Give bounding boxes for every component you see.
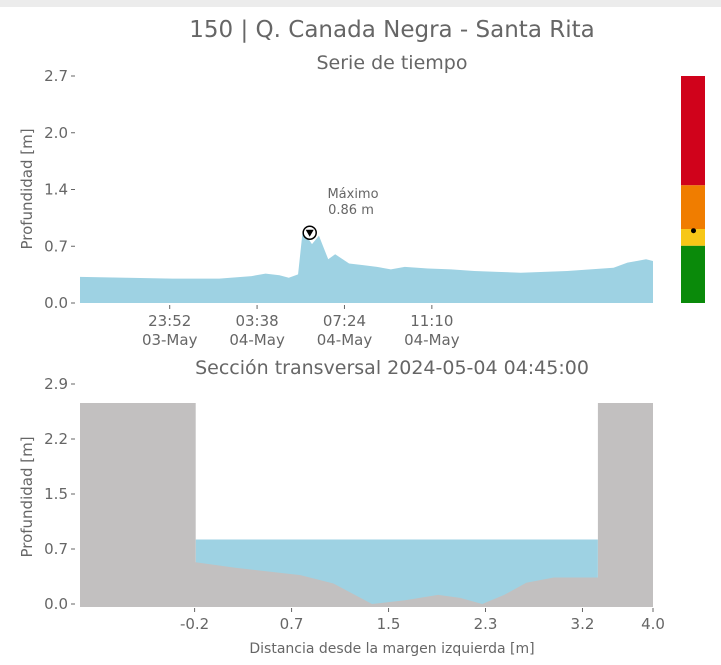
x-tick-label: -0.2	[180, 615, 209, 633]
level-band-yellow	[681, 229, 705, 246]
cross-section-title: Sección transversal 2024-05-04 04:45:00	[195, 357, 589, 379]
time-series-y-ticks: 0.0 0.7 1.4 2.0 2.7	[44, 67, 75, 312]
x-tick-time: 03:38	[235, 312, 278, 330]
y-tick-label: 2.7	[44, 67, 68, 85]
x-tick-label: 3.2	[571, 615, 595, 633]
x-tick-time: 23:52	[148, 312, 191, 330]
x-tick-label: 1.5	[377, 615, 401, 633]
y-tick-label: 0.0	[44, 595, 68, 613]
time-series-title: Serie de tiempo	[317, 52, 468, 74]
max-value: 0.86 m	[328, 203, 374, 218]
x-tick-time: 07:24	[323, 312, 366, 330]
x-tick-date: 04-May	[404, 331, 460, 349]
y-tick-label: 2.0	[44, 124, 68, 142]
x-tick-label: 4.0	[641, 615, 665, 633]
level-band-orange	[681, 185, 705, 230]
max-marker-triangle-icon	[305, 229, 314, 237]
y-tick-label: 2.2	[44, 430, 68, 448]
x-tick-date: 04-May	[317, 331, 373, 349]
level-current-dot	[691, 228, 696, 234]
x-tick-date: 04-May	[229, 331, 285, 349]
cross-section-chart: Sección transversal 2024-05-04 04:45:00 …	[18, 357, 665, 657]
cross-section-y-ticks: 0.0 0.7 1.5 2.2 2.9	[44, 375, 75, 613]
cross-section-x-ticks: -0.2 0.7 1.5 2.3 3.2 4.0	[180, 608, 665, 633]
figure-title: 150 | Q. Canada Negra - Santa Rita	[189, 17, 594, 43]
level-band-green	[681, 245, 705, 303]
terrain-area	[80, 402, 653, 607]
y-tick-label: 0.0	[44, 294, 68, 312]
cross-section-xlabel: Distancia desde la margen izquierda [m]	[249, 641, 534, 657]
x-tick-label: 0.7	[280, 615, 304, 633]
x-tick-label: 2.3	[474, 615, 498, 633]
cross-section-ylabel: Profundidad [m]	[18, 436, 36, 557]
y-tick-label: 0.7	[44, 237, 68, 255]
level-scale	[681, 76, 705, 303]
max-annotation: Máximo 0.86 m	[302, 187, 379, 240]
level-band-red	[681, 76, 705, 186]
x-tick-time: 11:10	[410, 312, 453, 330]
time-series-x-ticks: 23:5203-May03:3804-May07:2404-May11:1004…	[142, 305, 460, 349]
time-series-chart: Serie de tiempo Profundidad [m] 0.0 0.7 1.…	[18, 52, 653, 349]
y-tick-label: 1.4	[44, 181, 68, 199]
time-series-ylabel: Profundidad [m]	[18, 128, 36, 249]
time-series-area	[80, 230, 653, 303]
y-tick-label: 2.9	[44, 375, 68, 393]
max-label: Máximo	[327, 187, 378, 202]
y-tick-label: 1.5	[44, 485, 68, 503]
top-bar	[0, 0, 721, 7]
x-tick-date: 03-May	[142, 331, 198, 349]
y-tick-label: 0.7	[44, 540, 68, 558]
